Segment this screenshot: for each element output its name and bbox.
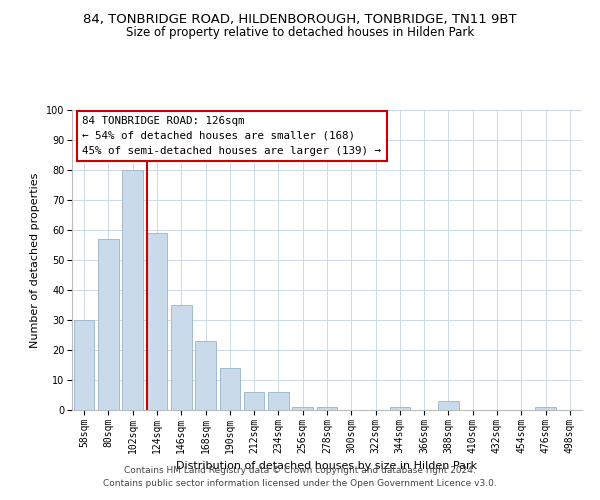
Bar: [244, 392, 265, 410]
Bar: [195, 341, 216, 410]
Bar: [171, 305, 191, 410]
Bar: [389, 407, 410, 410]
Bar: [122, 170, 143, 410]
Bar: [535, 407, 556, 410]
Bar: [268, 392, 289, 410]
Bar: [317, 407, 337, 410]
Bar: [438, 401, 459, 410]
Text: Size of property relative to detached houses in Hilden Park: Size of property relative to detached ho…: [126, 26, 474, 39]
Text: Contains HM Land Registry data © Crown copyright and database right 2024.
Contai: Contains HM Land Registry data © Crown c…: [103, 466, 497, 487]
Text: 84, TONBRIDGE ROAD, HILDENBOROUGH, TONBRIDGE, TN11 9BT: 84, TONBRIDGE ROAD, HILDENBOROUGH, TONBR…: [83, 12, 517, 26]
Bar: [74, 320, 94, 410]
Bar: [292, 407, 313, 410]
Bar: [146, 233, 167, 410]
Text: 84 TONBRIDGE ROAD: 126sqm
← 54% of detached houses are smaller (168)
45% of semi: 84 TONBRIDGE ROAD: 126sqm ← 54% of detac…: [82, 116, 381, 156]
Y-axis label: Number of detached properties: Number of detached properties: [31, 172, 40, 348]
Bar: [220, 368, 240, 410]
X-axis label: Distribution of detached houses by size in Hilden Park: Distribution of detached houses by size …: [176, 461, 478, 471]
Bar: [98, 239, 119, 410]
